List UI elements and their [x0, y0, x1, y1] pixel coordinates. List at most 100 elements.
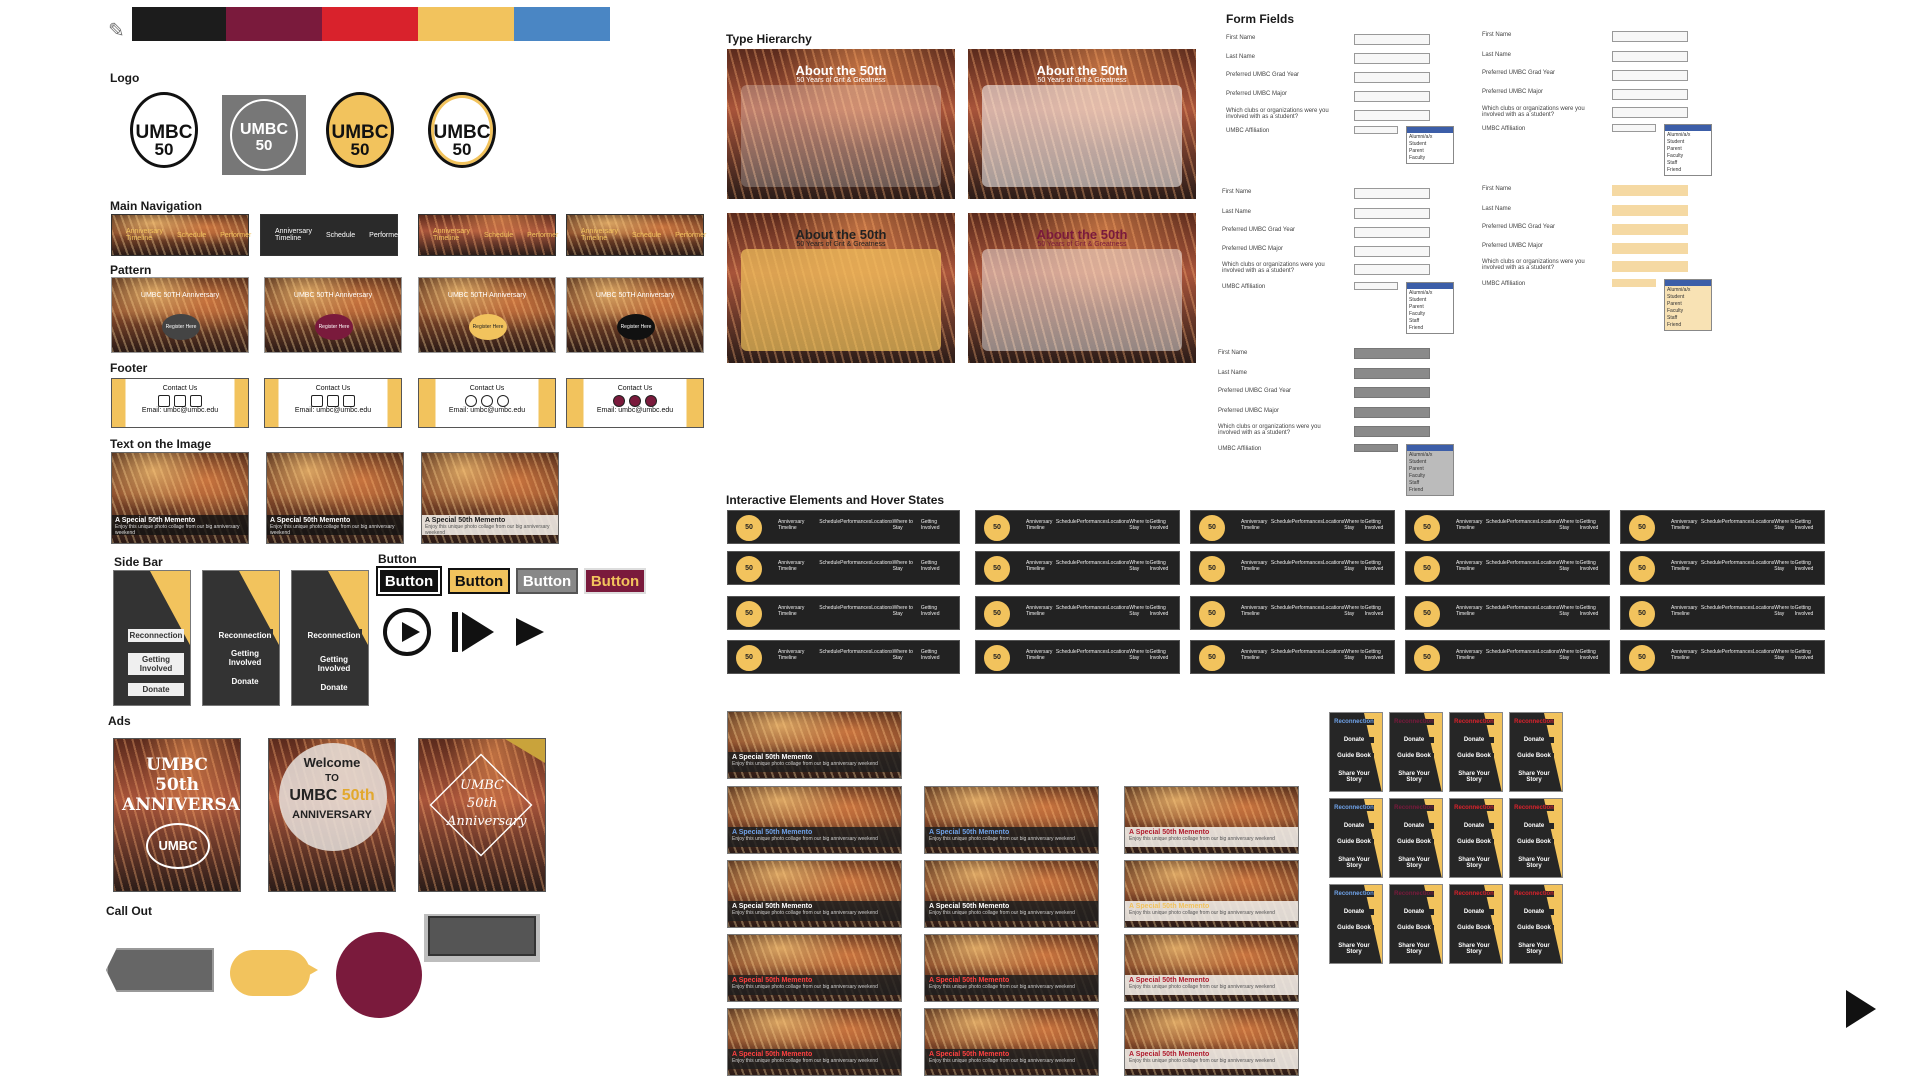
- umbc-logo-icon[interactable]: 50: [1197, 643, 1227, 673]
- sidebar-item-reconnection[interactable]: Reconnection: [306, 629, 362, 642]
- nav-link[interactable]: Getting Involved: [1149, 519, 1169, 531]
- nav-link[interactable]: Schedule: [1485, 649, 1507, 655]
- nav-link[interactable]: Anniversary Timeline: [1456, 605, 1483, 617]
- register-button[interactable]: Register Here: [162, 314, 200, 340]
- first-name-input[interactable]: [1612, 185, 1688, 196]
- mini-sidebar-item[interactable]: Reconnection: [1514, 719, 1554, 725]
- grad-year-input[interactable]: [1354, 72, 1430, 83]
- nav-link[interactable]: Performances: [1076, 519, 1108, 525]
- nav-link[interactable]: Anniversary Timeline: [1026, 649, 1053, 661]
- nav-link[interactable]: Anniversary Timeline: [1241, 605, 1268, 617]
- nav-link[interactable]: Where to Stay: [1559, 649, 1580, 661]
- affiliation-dropdown[interactable]: Alumni/a/x Student Parent Faculty Staff Frien…: [1406, 444, 1454, 496]
- nav-link[interactable]: Schedule: [1055, 560, 1077, 566]
- nav-link[interactable]: Getting Involved: [1579, 560, 1599, 572]
- clubs-input[interactable]: [1354, 426, 1430, 437]
- button-black[interactable]: Button: [376, 566, 442, 596]
- nav-link[interactable]: Anniversary Timeline: [1026, 560, 1053, 572]
- last-name-input[interactable]: [1612, 51, 1688, 62]
- umbc-logo-icon[interactable]: 50: [982, 513, 1012, 543]
- umbc-logo-icon[interactable]: 50: [734, 513, 764, 543]
- mini-sidebar-item[interactable]: Share Your Story: [1454, 943, 1494, 955]
- nav-link[interactable]: Where to Stay: [1344, 649, 1365, 661]
- nav-link[interactable]: Where to Stay: [1344, 519, 1365, 531]
- button-gold[interactable]: Button: [448, 568, 510, 594]
- mini-sidebar-item[interactable]: Reconnection: [1334, 891, 1374, 897]
- nav-link[interactable]: Where to Stay: [892, 560, 913, 572]
- mini-sidebar-item[interactable]: Guide Book: [1334, 839, 1374, 845]
- last-name-input[interactable]: [1354, 368, 1430, 379]
- major-input[interactable]: [1354, 407, 1430, 418]
- nav-bar-state[interactable]: 50 Anniversary Timeline Schedule Performanc…: [975, 551, 1180, 585]
- nav-sample-2[interactable]: Anniversary Timeline Schedule Performer: [260, 214, 400, 256]
- mini-sidebar-item[interactable]: Donate: [1394, 909, 1434, 915]
- first-name-input[interactable]: [1612, 31, 1688, 42]
- nav-link[interactable]: Schedule: [1485, 519, 1507, 525]
- mini-sidebar-item[interactable]: Reconnection: [1454, 805, 1494, 811]
- nav-link[interactable]: Locations: [1752, 519, 1775, 525]
- affiliation-dropdown[interactable]: Alumni/a/x Student Parent Faculty: [1406, 126, 1454, 164]
- mini-sidebar-item[interactable]: Reconnection: [1334, 805, 1374, 811]
- facebook-icon[interactable]: [613, 395, 625, 407]
- umbc-logo-icon[interactable]: 50: [1197, 513, 1227, 543]
- nav-link[interactable]: Performances: [840, 649, 872, 655]
- affiliation-dropdown[interactable]: Alumni/a/x Student Parent Faculty Staff Frien…: [1406, 282, 1454, 334]
- nav-link[interactable]: Getting Involved: [920, 519, 940, 531]
- nav-link[interactable]: Locations: [1107, 605, 1130, 611]
- umbc-logo-icon[interactable]: 50: [982, 554, 1012, 584]
- nav-link[interactable]: Locations: [1322, 649, 1345, 655]
- nav-link[interactable]: Anniversary Timeline: [778, 605, 805, 617]
- nav-link[interactable]: Locations: [1322, 519, 1345, 525]
- nav-link[interactable]: Performances: [1721, 519, 1753, 525]
- nav-link[interactable]: Anniversary Timeline: [1456, 649, 1483, 661]
- nav-link[interactable]: Where to Stay: [1559, 605, 1580, 617]
- nav-link[interactable]: Performances: [1291, 519, 1323, 525]
- nav-link[interactable]: Locations: [1752, 649, 1775, 655]
- mini-sidebar-item[interactable]: Share Your Story: [1334, 943, 1374, 955]
- last-name-input[interactable]: [1354, 208, 1430, 219]
- first-name-input[interactable]: [1354, 348, 1430, 359]
- mini-sidebar-item[interactable]: Share Your Story: [1514, 943, 1554, 955]
- mini-sidebar-item[interactable]: Share Your Story: [1514, 771, 1554, 783]
- nav-link[interactable]: Performances: [1291, 605, 1323, 611]
- nav-link[interactable]: Schedule: [1270, 649, 1292, 655]
- nav-link[interactable]: Getting Involved: [1364, 605, 1384, 617]
- nav-link[interactable]: Where to Stay: [1129, 519, 1150, 531]
- major-input[interactable]: [1612, 89, 1688, 100]
- nav-link[interactable]: Locations: [871, 560, 893, 566]
- instagram-icon[interactable]: [190, 395, 202, 407]
- umbc-logo-icon[interactable]: 50: [1412, 513, 1442, 543]
- first-name-input[interactable]: [1354, 34, 1430, 45]
- nav-link[interactable]: Performances: [1291, 560, 1323, 566]
- nav-link[interactable]: Anniversary Timeline: [778, 560, 805, 572]
- umbc-logo-icon[interactable]: 50: [1627, 513, 1657, 543]
- sidebar-item-getting-involved[interactable]: Getting Involved: [217, 647, 273, 669]
- nav-link[interactable]: Schedule: [1700, 605, 1722, 611]
- mini-sidebar-item[interactable]: Share Your Story: [1454, 857, 1494, 869]
- umbc-logo-icon[interactable]: 50: [734, 643, 764, 673]
- umbc-logo-icon[interactable]: 50: [1197, 599, 1227, 629]
- nav-link[interactable]: Schedule: [819, 560, 841, 566]
- nav-link[interactable]: Anniversary Timeline: [1671, 649, 1698, 661]
- next-slide-arrow-icon[interactable]: [1846, 990, 1876, 1028]
- nav-sample-1[interactable]: Anniversary Timeline Schedule Performer: [111, 214, 251, 256]
- umbc-logo-icon[interactable]: 50: [1627, 554, 1657, 584]
- nav-link[interactable]: Performances: [1506, 560, 1538, 566]
- mini-sidebar-item[interactable]: Donate: [1454, 909, 1494, 915]
- nav-bar-state[interactable]: 50 Anniversary Timeline Schedule Performanc…: [1190, 640, 1395, 674]
- mini-sidebar-item[interactable]: Donate: [1394, 737, 1434, 743]
- mini-sidebar-item[interactable]: Guide Book: [1514, 839, 1554, 845]
- nav-link[interactable]: Anniversary Timeline: [1241, 649, 1268, 661]
- grad-year-input[interactable]: [1612, 70, 1688, 81]
- mini-sidebar-item[interactable]: Reconnection: [1394, 805, 1434, 811]
- nav-link[interactable]: Getting Involved: [920, 649, 940, 661]
- button-maroon[interactable]: Button: [584, 568, 646, 594]
- nav-link[interactable]: Getting Involved: [1794, 649, 1814, 661]
- mini-sidebar-item[interactable]: Donate: [1514, 737, 1554, 743]
- nav-bar-state[interactable]: 50 Anniversary Timeline Schedule Performanc…: [727, 596, 960, 630]
- nav-link[interactable]: Performances: [1076, 649, 1108, 655]
- mini-sidebar-item[interactable]: Donate: [1514, 823, 1554, 829]
- mini-sidebar-item[interactable]: Guide Book: [1454, 839, 1494, 845]
- mini-sidebar-item[interactable]: Donate: [1454, 823, 1494, 829]
- sidebar-item-donate[interactable]: Donate: [306, 681, 362, 694]
